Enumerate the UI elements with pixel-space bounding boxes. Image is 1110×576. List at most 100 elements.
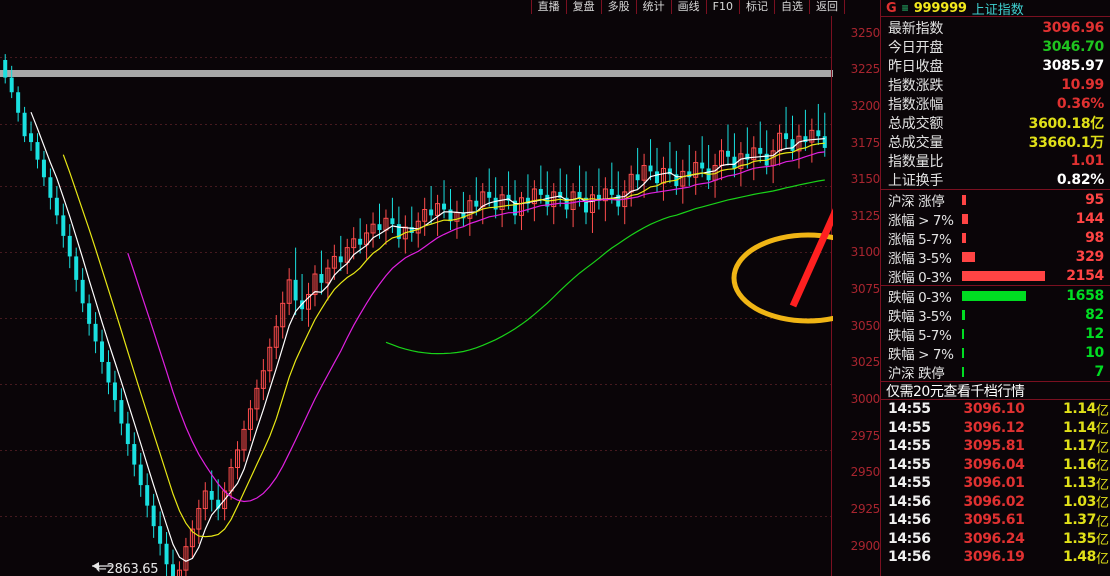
tick-time: 14:55 (888, 401, 931, 418)
tick-volume-unit: 亿 (1096, 459, 1110, 475)
quote-label: 最新指数 (888, 20, 944, 37)
distribution-count: 1658 (1066, 287, 1104, 304)
toolbar-item-5[interactable]: F10 (705, 0, 740, 14)
tick-volume: 1.14 (1063, 419, 1096, 436)
quote-stat-list: 最新指数 3096.96 今日开盘 3046.70 昨日收盘 3085.97 指数涨跌 10.… (881, 17, 1110, 189)
tick-price: 3096.12 (963, 419, 1025, 436)
distribution-bar-track (962, 286, 1058, 305)
distribution-count: 98 (1085, 229, 1104, 246)
distribution-row: 跌幅 5-7% 12 (881, 324, 1110, 344)
tick-time: 14:55 (888, 419, 931, 436)
tick-price: 3096.01 (963, 475, 1025, 492)
tick-row[interactable]: 14:56 3095.61 1.37 亿 (881, 511, 1110, 530)
tick-row[interactable]: 14:55 3096.12 1.14 亿 (881, 419, 1110, 438)
tick-time: 14:55 (888, 456, 931, 473)
tick-volume-unit: 亿 (1096, 496, 1110, 512)
chart-right-border (831, 16, 832, 576)
tick-row[interactable]: 14:56 3096.24 1.35 亿 (881, 530, 1110, 549)
quote-label: 上证换手 (888, 172, 944, 189)
quote-value: 1.01 (1070, 152, 1105, 169)
quote-row: 指数涨跌 10.99 (881, 75, 1110, 94)
distribution-bar-track (962, 343, 1058, 362)
divider (881, 285, 1110, 286)
tick-volume-unit: 亿 (1096, 533, 1110, 549)
quote-row: 指数量比 1.01 (881, 151, 1110, 170)
grid-line (0, 384, 833, 385)
distribution-label: 涨幅 > 7% (888, 212, 954, 229)
distribution-bar (962, 348, 964, 358)
tick-row[interactable]: 14:55 3095.81 1.17 亿 (881, 437, 1110, 456)
distribution-row: 跌幅 3-5% 82 (881, 305, 1110, 325)
chart-low-annotation: ←2863.65 (96, 562, 159, 576)
tick-row[interactable]: 14:56 3096.02 1.03 亿 (881, 493, 1110, 512)
toolbar-item-8[interactable]: 返回 (809, 0, 845, 14)
toolbar-item-7[interactable]: 自选 (774, 0, 810, 14)
price-tick-label: 2925 (850, 502, 881, 517)
quote-value: 0.36% (1056, 95, 1104, 112)
distribution-bar-track (962, 228, 1058, 247)
toolbar-item-4[interactable]: 画线 (670, 0, 707, 14)
distribution-row: 涨幅 0-3% 2154 (881, 266, 1110, 286)
toolbar-item-6[interactable]: 标记 (739, 0, 775, 14)
price-tick-label: 3150 (850, 172, 881, 187)
menu-icon[interactable]: ≡ (901, 1, 909, 15)
price-axis: 3250 3225 3200 3175 3150 3125 3100 3075 3050 3025… (837, 16, 883, 576)
tick-volume-unit: 亿 (1096, 551, 1110, 567)
distribution-label: 涨幅 0-3% (888, 269, 952, 286)
tick-row[interactable]: 14:55 3096.01 1.13 亿 (881, 474, 1110, 493)
distribution-row: 沪深 跌停 7 (881, 362, 1110, 382)
grid-line (0, 450, 833, 451)
price-tick-label: 3025 (850, 355, 881, 370)
tick-price: 3096.24 (963, 530, 1025, 547)
distribution-count: 12 (1085, 325, 1104, 342)
tick-volume: 1.13 (1063, 475, 1096, 492)
quote-value: 3085.97 (1042, 57, 1104, 74)
quote-row: 昨日收盘 3085.97 (881, 56, 1110, 75)
distribution-row: 涨幅 > 7% 144 (881, 209, 1110, 229)
distribution-count: 95 (1085, 191, 1104, 208)
distribution-bar (962, 291, 1026, 301)
tick-price: 3096.02 (963, 493, 1025, 510)
distribution-count: 82 (1085, 306, 1104, 323)
chart-top-band (0, 70, 833, 77)
tick-time: 14:55 (888, 438, 931, 455)
tick-volume: 1.03 (1063, 493, 1096, 510)
tick-volume: 1.16 (1063, 456, 1096, 473)
tick-price: 3096.10 (963, 401, 1025, 418)
grid-line (0, 124, 833, 125)
grid-line (0, 186, 833, 187)
tick-price: 3096.19 (963, 549, 1025, 566)
tick-row[interactable]: 14:56 3096.19 1.48 亿 (881, 548, 1110, 567)
distribution-row: 沪深 涨停 95 (881, 190, 1110, 210)
distribution-row: 跌幅 > 7% 10 (881, 343, 1110, 363)
distribution-bar (962, 195, 966, 205)
distribution-bar (962, 252, 975, 262)
tick-volume: 1.14 (1063, 401, 1096, 418)
promo-banner[interactable]: 仅需20元查看千档行情 (881, 381, 1110, 400)
tick-volume: 1.35 (1063, 530, 1096, 547)
tick-table[interactable]: 14:55 3096.10 1.14 亿 14:55 3096.12 1.14 亿 14:55 3… (881, 400, 1110, 567)
tick-row[interactable]: 14:55 3096.10 1.14 亿 (881, 400, 1110, 419)
tick-row[interactable]: 14:55 3096.04 1.16 亿 (881, 456, 1110, 475)
distribution-bar-track (962, 324, 1058, 343)
distribution-label: 沪深 涨停 (888, 193, 945, 210)
quote-value: 3096.96 (1042, 19, 1104, 36)
toolbar-item-3[interactable]: 统计 (635, 0, 672, 14)
toolbar-item-2[interactable]: 多股 (600, 0, 637, 14)
toolbar-item-1[interactable]: 复盘 (565, 0, 602, 14)
tick-volume: 1.37 (1063, 512, 1096, 529)
price-tick-label: 3050 (850, 318, 881, 333)
distribution-bar-track (962, 209, 1058, 228)
quote-row: 上证换手 0.82% (881, 170, 1110, 189)
distribution-count: 7 (1094, 363, 1105, 380)
candlestick-chart[interactable]: ←2863.65 (0, 16, 833, 576)
quote-row: 指数涨幅 0.36% (881, 94, 1110, 113)
distribution-bar-track (962, 247, 1058, 266)
distribution-count: 144 (1075, 210, 1105, 227)
grid-line (0, 516, 833, 517)
distribution-label: 沪深 跌停 (888, 365, 945, 382)
quote-row: 今日开盘 3046.70 (881, 37, 1110, 56)
quote-label: 总成交量 (888, 134, 944, 151)
distribution-label: 跌幅 5-7% (888, 327, 952, 344)
toolbar-item-0[interactable]: 直播 (530, 0, 567, 14)
